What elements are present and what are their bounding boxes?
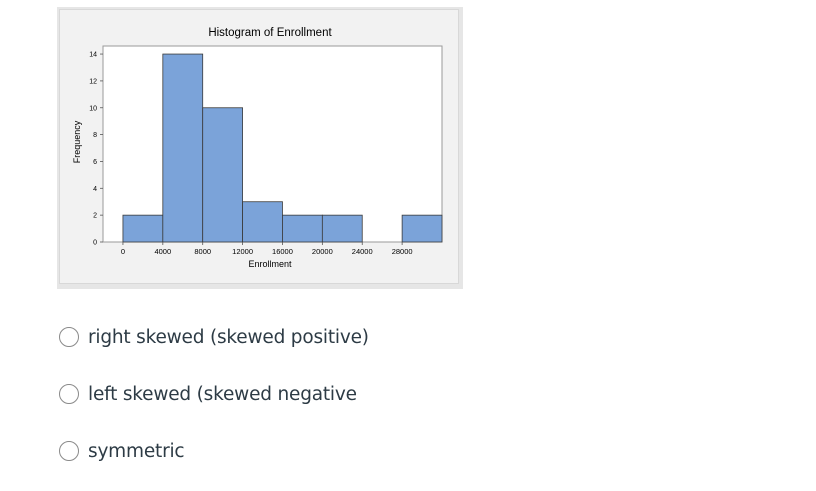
- x-tick-label-7: 28000: [392, 247, 413, 256]
- y-tick-label-3: 6: [93, 159, 97, 166]
- answer-options: right skewed (skewed positive) left skew…: [59, 320, 369, 491]
- histogram-chart: Histogram of Enrollment Frequency Enroll…: [72, 27, 443, 269]
- histogram-bar-0: [122, 214, 164, 243]
- x-tick-label-5: 20000: [312, 247, 333, 256]
- histogram-bar-2: [202, 107, 243, 243]
- x-tick-label-4: 16000: [272, 247, 293, 256]
- y-tick-label-6: 12: [89, 78, 97, 85]
- histogram-bar-5: [321, 214, 363, 243]
- option-symmetric[interactable]: symmetric: [59, 434, 369, 468]
- y-tick-label-2: 4: [93, 186, 97, 193]
- radio-button[interactable]: [59, 327, 79, 347]
- x-tick-label-6: 24000: [352, 247, 373, 256]
- radio-button[interactable]: [59, 441, 79, 461]
- radio-button[interactable]: [59, 384, 79, 404]
- chart-frame: Histogram of Enrollment Frequency Enroll…: [59, 9, 459, 284]
- x-tick-label-1: 4000: [154, 247, 171, 256]
- y-ticks-group: 0 2 4 6 8 10 12 14: [89, 52, 103, 247]
- option-label: left skewed (skewed negative: [88, 383, 357, 405]
- histogram-bar-4: [282, 214, 323, 243]
- option-label: right skewed (skewed positive): [88, 326, 369, 348]
- y-tick-label-0: 0: [93, 240, 97, 247]
- x-axis-label: Enrollment: [248, 259, 292, 269]
- x-ticks-group: 0 4000 8000 12000 16000 20000 24000 28000: [121, 242, 413, 256]
- x-tick-label-2: 8000: [194, 247, 211, 256]
- bars-group: [122, 53, 443, 243]
- histogram-bar-7: [401, 214, 443, 243]
- x-tick-label-3: 12000: [232, 247, 253, 256]
- y-tick-label-7: 14: [89, 52, 97, 59]
- histogram-bar-1: [162, 53, 204, 243]
- y-axis-label: Frequency: [72, 120, 82, 163]
- y-tick-label-1: 2: [93, 213, 97, 220]
- chart-figure: Histogram of Enrollment Frequency Enroll…: [57, 7, 463, 289]
- y-tick-label-4: 8: [93, 132, 97, 139]
- chart-title: Histogram of Enrollment: [208, 27, 332, 39]
- option-left-skewed[interactable]: left skewed (skewed negative: [59, 377, 369, 411]
- histogram-bar-3: [242, 201, 283, 243]
- option-right-skewed[interactable]: right skewed (skewed positive): [59, 320, 369, 354]
- x-tick-label-0: 0: [121, 247, 125, 256]
- option-label: symmetric: [88, 440, 185, 462]
- y-tick-label-5: 10: [89, 105, 97, 112]
